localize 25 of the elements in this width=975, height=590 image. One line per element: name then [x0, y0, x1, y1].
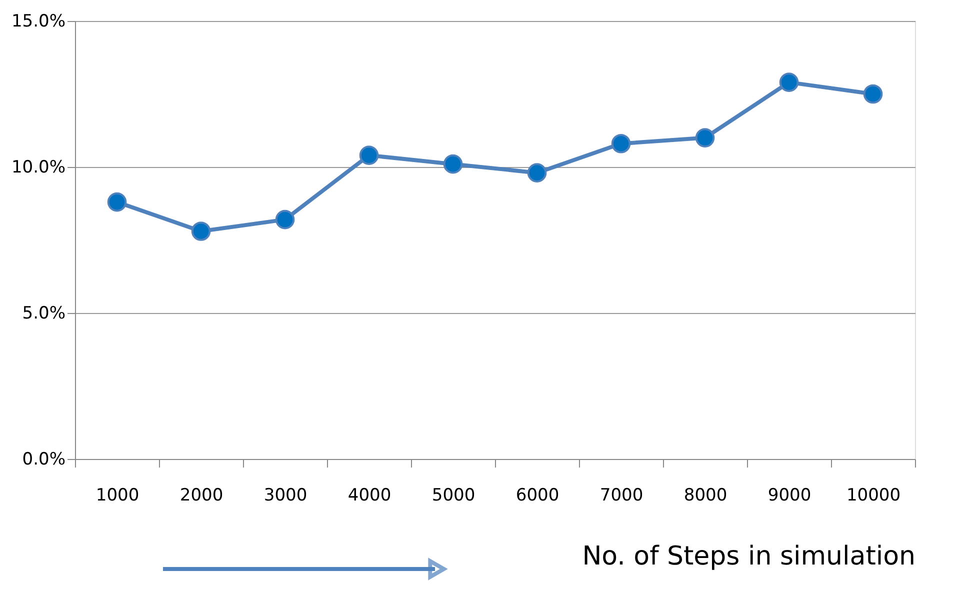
x-tick-label: 1000 [96, 486, 140, 506]
x-tick-label: 9000 [768, 486, 812, 506]
y-tick-label: 10.0% [11, 158, 66, 178]
x-tick-label: 8000 [684, 486, 728, 506]
point [695, 128, 715, 148]
y-tick-label: 0.0% [22, 450, 66, 470]
x-tick-label: 3000 [264, 486, 308, 506]
point [359, 146, 379, 165]
x-tick-label: 7000 [600, 486, 644, 506]
point [611, 134, 631, 154]
point [443, 154, 463, 174]
x-tick-label: 2000 [180, 486, 224, 506]
point [863, 84, 883, 104]
point [527, 163, 547, 182]
point [275, 210, 295, 230]
x-tick-label: 10000 [846, 486, 901, 506]
y-tick-label: 5.0% [22, 304, 66, 324]
y-tick-label: 15.0% [11, 12, 66, 32]
x-axis-title: No. of Steps in simulation [582, 542, 916, 572]
x-tick-label: 6000 [516, 486, 560, 506]
x-tick-label: 4000 [348, 486, 392, 506]
point [779, 72, 799, 92]
point [107, 192, 127, 212]
point [191, 222, 211, 241]
x-tick-label: 5000 [432, 486, 476, 506]
